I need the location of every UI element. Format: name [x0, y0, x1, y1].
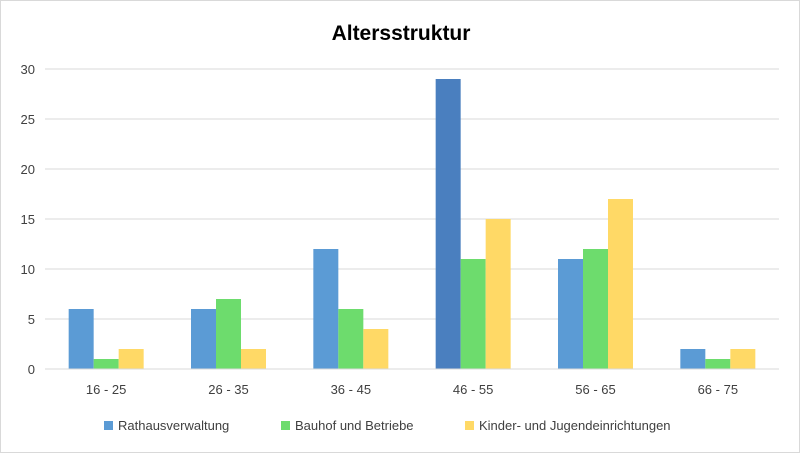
legend-swatch — [104, 421, 113, 430]
y-tick-label: 20 — [21, 162, 35, 177]
x-axis-ticks: 16 - 25 26 - 35 36 - 45 46 - 55 56 - 65 66 - … — [86, 382, 738, 397]
bar — [558, 259, 583, 369]
y-tick-label: 0 — [28, 362, 35, 377]
y-axis-ticks: 0 5 10 15 20 25 30 — [21, 62, 35, 377]
bar — [435, 79, 461, 369]
gridlines — [45, 68, 779, 320]
bar — [680, 349, 706, 369]
bar — [608, 199, 633, 369]
bar — [93, 359, 119, 369]
y-tick-label: 30 — [21, 62, 35, 77]
x-tick-label: 46 - 55 — [453, 382, 493, 397]
legend-swatch — [281, 421, 290, 430]
bar — [338, 309, 364, 369]
bar — [313, 249, 339, 369]
bar — [363, 329, 389, 369]
bar — [68, 309, 94, 369]
legend: Rathausverwaltung Bauhof und Betriebe Kind… — [104, 418, 671, 433]
chart-title: Altersstruktur — [332, 22, 471, 45]
legend-label: Rathausverwaltung — [118, 418, 229, 433]
legend-label: Bauhof und Betriebe — [295, 418, 414, 433]
bar — [705, 359, 731, 369]
bar — [460, 259, 486, 369]
y-tick-label: 15 — [21, 212, 35, 227]
x-tick-label: 16 - 25 — [86, 382, 126, 397]
y-tick-label: 25 — [21, 112, 35, 127]
bar — [118, 349, 144, 369]
legend-label: Kinder- und Jugendeinrichtungen — [479, 418, 671, 433]
bar — [191, 309, 216, 369]
bar — [216, 299, 241, 369]
x-tick-label: 26 - 35 — [208, 382, 248, 397]
x-tick-label: 56 - 65 — [575, 382, 615, 397]
legend-swatch — [465, 421, 474, 430]
bar — [583, 249, 608, 369]
bar — [241, 349, 266, 369]
bar — [730, 349, 756, 369]
y-tick-label: 5 — [28, 312, 35, 327]
bar — [485, 219, 511, 369]
y-tick-label: 10 — [21, 262, 35, 277]
x-tick-label: 36 - 45 — [331, 382, 371, 397]
x-tick-label: 66 - 75 — [698, 382, 738, 397]
bars — [68, 79, 756, 369]
